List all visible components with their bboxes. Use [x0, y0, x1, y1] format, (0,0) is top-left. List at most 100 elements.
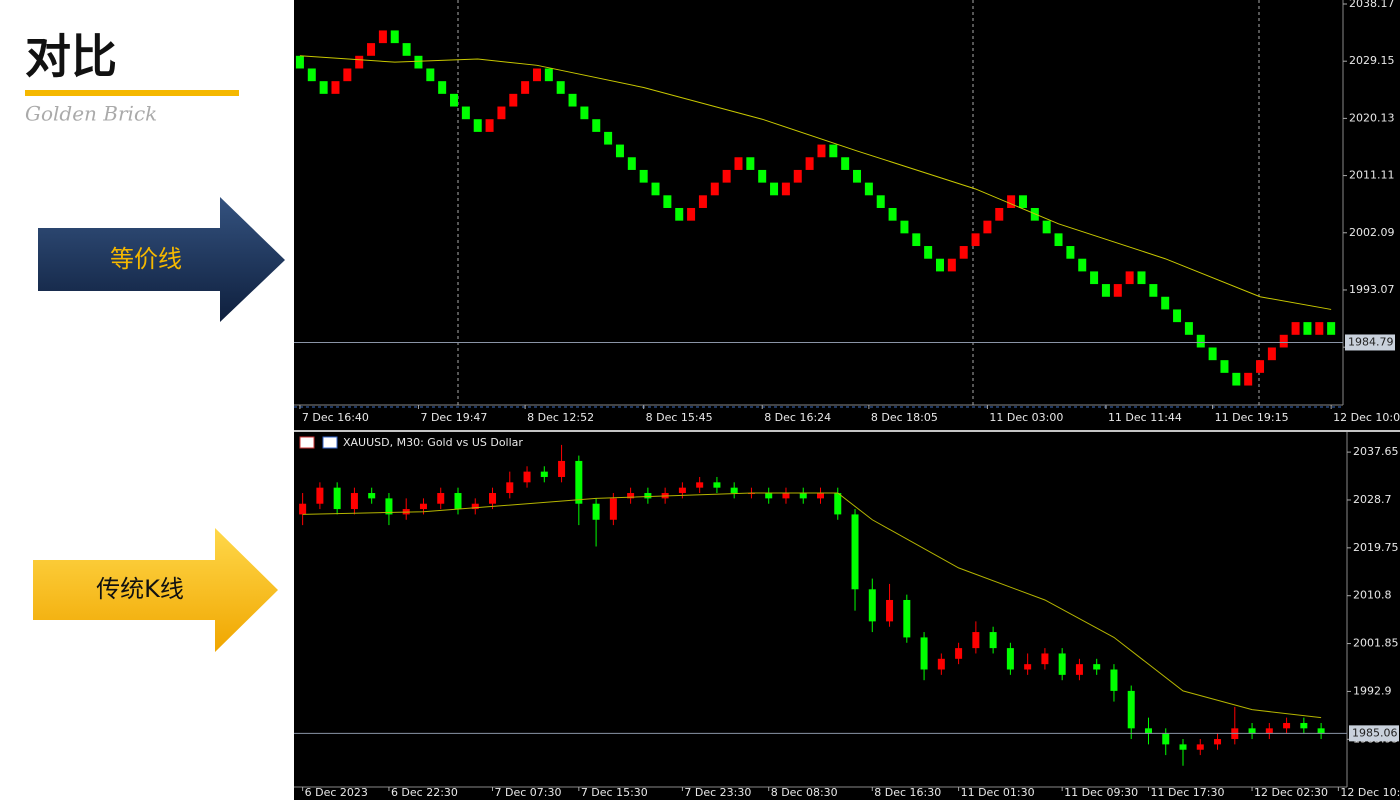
renko-brick: [461, 106, 470, 120]
x-tick-label: 6 Dec 22:30: [391, 786, 458, 799]
renko-brick: [770, 182, 779, 196]
candle-body: [886, 599, 894, 622]
x-tick-label: 8 Dec 16:30: [874, 786, 941, 799]
renko-brick: [651, 182, 660, 196]
candle-body: [989, 632, 997, 649]
candle-body: [1110, 669, 1118, 691]
renko-brick: [935, 258, 944, 272]
y-tick-label: 2011.11: [1349, 169, 1395, 182]
renko-brick: [1042, 220, 1051, 234]
x-tick-label: 6 Dec 2023: [305, 786, 368, 799]
y-tick-label: 2010.8: [1353, 589, 1392, 602]
renko-brick: [1078, 258, 1087, 272]
left-panel: [0, 0, 294, 800]
candle-body: [350, 493, 358, 510]
title-underline: [25, 90, 239, 96]
candle-body: [1179, 744, 1187, 750]
icon: [299, 436, 315, 449]
candle-body: [920, 637, 928, 670]
candle-body: [1317, 728, 1325, 734]
candle-body: [868, 589, 876, 622]
renko-brick: [390, 30, 399, 44]
renko-brick: [663, 195, 672, 208]
renko-brick: [1303, 322, 1312, 335]
arrow-gold: [33, 528, 278, 652]
renko-brick: [355, 55, 364, 69]
renko-brick: [450, 93, 459, 107]
renko-brick: [402, 43, 411, 56]
renko-brick: [509, 93, 518, 107]
candle-body: [454, 493, 462, 510]
candle-body: [592, 503, 600, 520]
renko-brick: [319, 81, 328, 94]
last-price-box: [1345, 334, 1395, 351]
renko-brick: [378, 30, 387, 44]
y-tick-label: 2002.09: [1349, 226, 1395, 239]
renko-brick: [544, 68, 553, 82]
x-tick-label: 7 Dec 23:30: [684, 786, 751, 799]
moving-average: [299, 55, 1332, 310]
x-tick-label: 11 Dec 09:30: [1064, 786, 1138, 799]
x-tick-label: 11 Dec 17:30: [1150, 786, 1224, 799]
renko-brick: [1291, 322, 1300, 335]
y-tick-label: 1993.07: [1349, 283, 1395, 296]
renko-brick: [734, 157, 743, 170]
renko-brick: [1184, 322, 1193, 335]
renko-brick: [1101, 284, 1110, 297]
x-tick-label: 7 Dec 15:30: [581, 786, 648, 799]
candle-body: [765, 493, 773, 499]
renko-brick: [1196, 334, 1205, 348]
renko-brick: [295, 55, 304, 69]
candle-body: [368, 493, 376, 499]
renko-brick: [438, 81, 447, 94]
renko-brick: [1018, 195, 1027, 208]
renko-brick: [1315, 322, 1324, 335]
candle-body: [385, 498, 393, 515]
icon: [322, 436, 338, 449]
y-tick-label: 2020.13: [1349, 111, 1395, 124]
renko-brick: [900, 220, 909, 234]
candle-body: [558, 460, 566, 477]
renko-brick: [829, 144, 838, 158]
renko-brick: [592, 119, 601, 132]
renko-brick: [864, 182, 873, 196]
x-tick-label: 8 Dec 15:45: [646, 411, 713, 424]
candle-body: [471, 503, 479, 510]
renko-brick: [781, 182, 790, 196]
candle-body: [1075, 664, 1083, 675]
renko-brick: [983, 220, 992, 234]
renko-brick: [722, 169, 731, 183]
candle-body: [696, 482, 704, 488]
renko-brick: [805, 157, 814, 170]
candle-body: [1127, 690, 1135, 729]
renko-brick: [912, 233, 921, 247]
candle-body: [1196, 744, 1204, 750]
renko-brick: [710, 182, 719, 196]
candle-body: [540, 471, 548, 477]
renko-brick: [485, 119, 494, 132]
renko-brick: [1244, 372, 1253, 386]
y-tick-label: 2028.7: [1353, 493, 1392, 506]
candle-body: [1041, 653, 1049, 665]
arrow-label: 传统K线: [96, 575, 184, 603]
x-tick-label: 11 Dec 11:44: [1108, 411, 1182, 424]
renko-brick: [473, 119, 482, 132]
renko-brick: [1125, 271, 1134, 285]
renko-brick: [532, 68, 541, 82]
last-price-label: 1985.06: [1352, 726, 1398, 739]
renko-brick: [1220, 360, 1229, 373]
candle-body: [506, 482, 514, 494]
renko-brick: [853, 169, 862, 183]
candle-body: [489, 493, 497, 504]
candle-body: [316, 487, 324, 504]
y-tick-label: 2038.17: [1349, 0, 1395, 10]
candle-body: [834, 493, 842, 515]
x-tick-label: 12 Dec 02:30: [1254, 786, 1328, 799]
candle-body: [1162, 733, 1170, 745]
top-chart-bg: [294, 0, 1400, 430]
renko-brick: [426, 68, 435, 82]
last-price-label: 1984.79: [1348, 335, 1394, 348]
candle-body: [419, 503, 427, 510]
renko-brick: [1173, 309, 1182, 323]
